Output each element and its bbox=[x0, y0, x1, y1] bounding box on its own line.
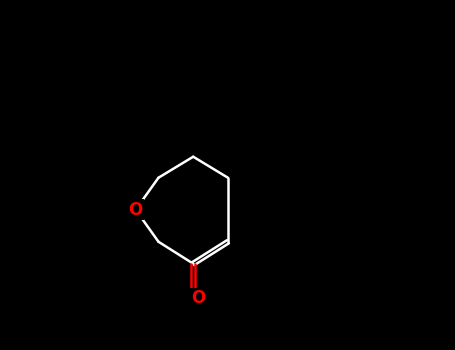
Text: O: O bbox=[191, 289, 205, 307]
Text: O: O bbox=[128, 201, 143, 219]
